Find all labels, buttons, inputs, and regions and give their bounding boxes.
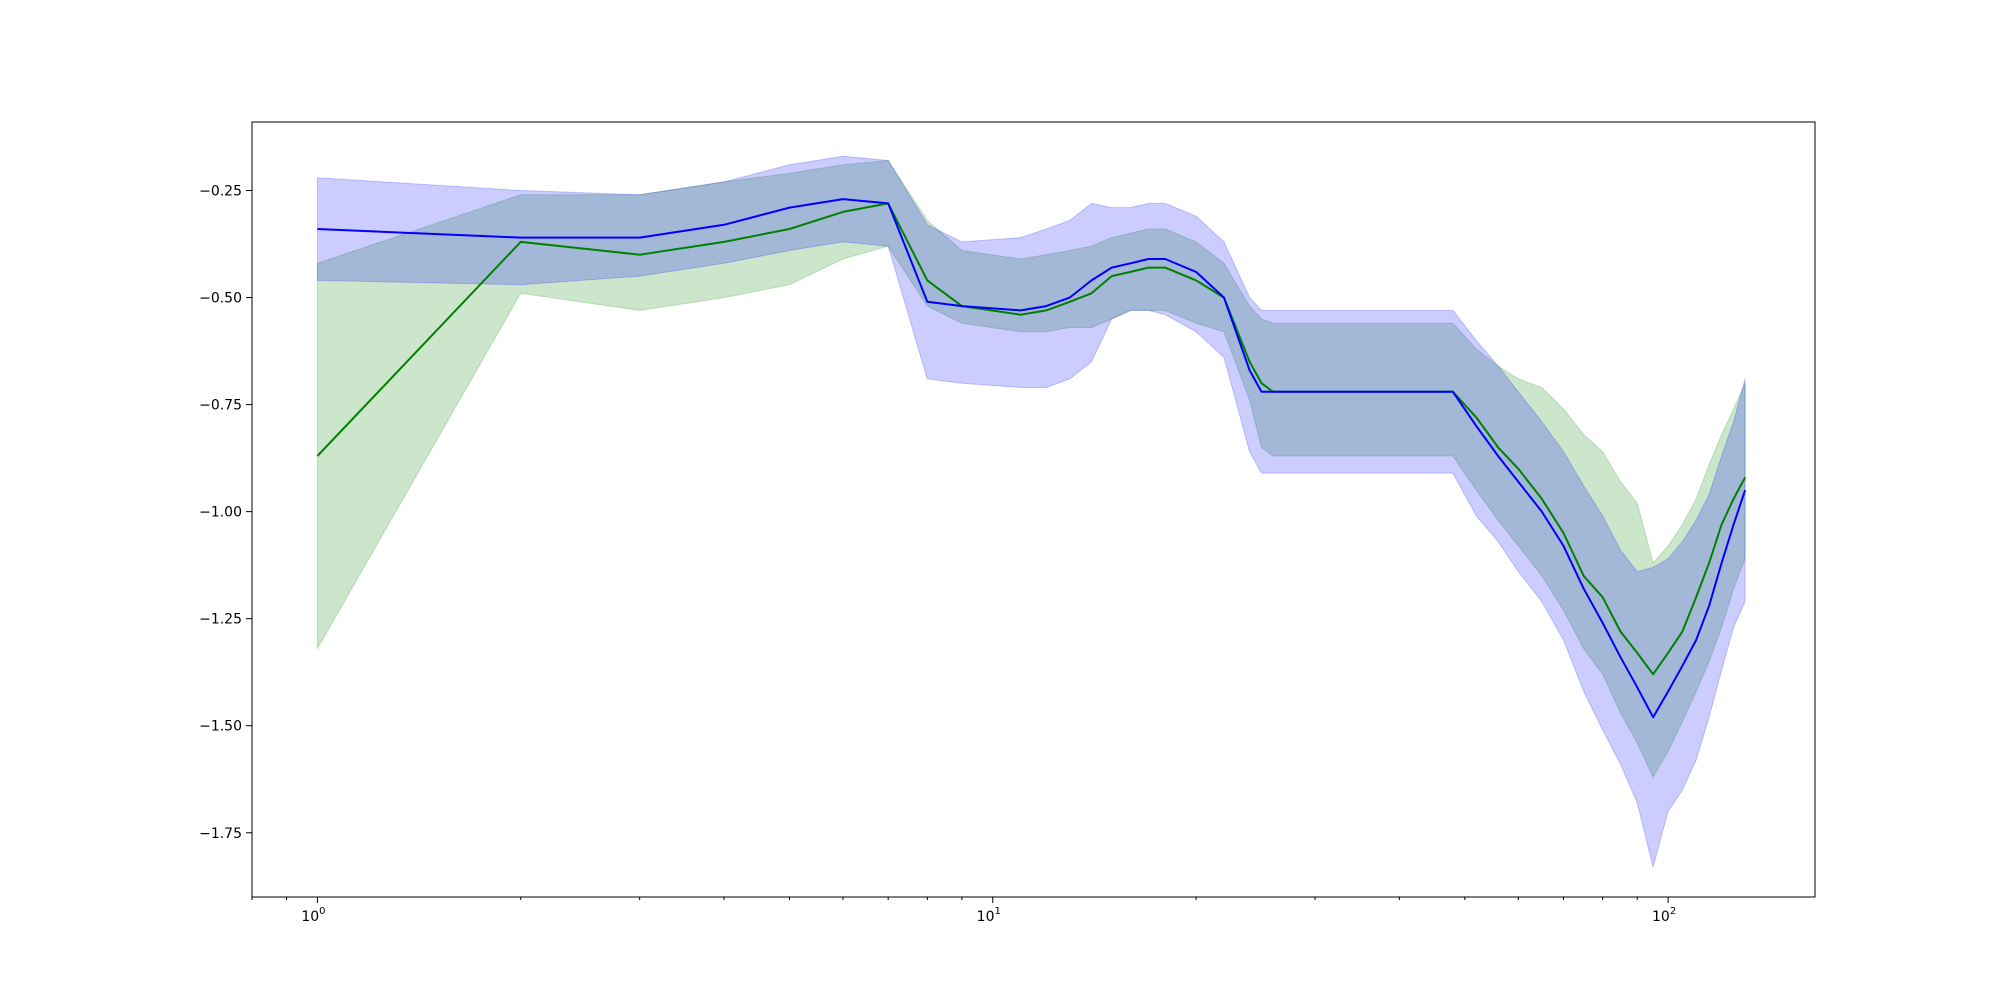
y-axis: −0.25 −0.50 −0.75 −1.00 −1.25 −1.50 −1.75 (199, 184, 252, 842)
x-tick-label: 102 (1652, 906, 1676, 925)
y-tick-label: −0.50 (199, 291, 242, 307)
y-tick-label: −1.00 (199, 505, 242, 521)
confidence-bands (316, 155, 1746, 869)
y-tick-label: −0.25 (199, 184, 242, 200)
x-tick-label: 101 (977, 906, 1001, 925)
x-tick-label: 100 (301, 906, 325, 925)
y-tick-label: −1.50 (199, 719, 242, 735)
y-tick-label: −1.75 (199, 826, 242, 842)
x-axis: 100 101 102 (251, 897, 1676, 925)
y-tick-label: −1.25 (199, 612, 242, 628)
plot-frame (251, 121, 1816, 898)
confidence-band-1 (316, 159, 1746, 779)
confidence-band-2 (316, 155, 1746, 869)
series-lines (316, 198, 1747, 719)
y-tick-label: −0.75 (199, 398, 242, 414)
series-line-1 (316, 202, 1746, 676)
series-line-2 (317, 198, 1747, 719)
